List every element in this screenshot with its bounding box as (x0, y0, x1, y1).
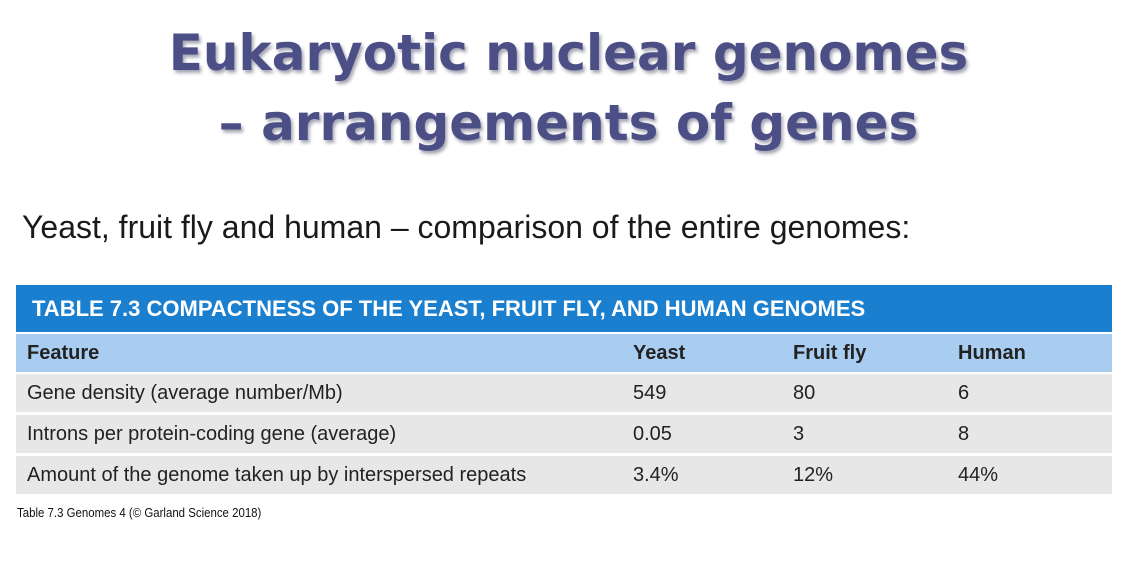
cell-fruit-fly: 3 (782, 415, 947, 456)
cell-human: 8 (947, 415, 1112, 456)
cell-fruit-fly: 12% (782, 456, 947, 494)
header-feature: Feature (16, 332, 622, 374)
slide-title: Eukaryotic nuclear genomes – arrangement… (0, 18, 1137, 158)
table-header-row: Feature Yeast Fruit fly Human (16, 332, 1112, 374)
cell-human: 44% (947, 456, 1112, 494)
slide-title-line-1: Eukaryotic nuclear genomes (168, 24, 969, 82)
slide-subtitle: Yeast, fruit fly and human – comparison … (22, 209, 911, 245)
cell-human: 6 (947, 374, 1112, 415)
table-row: Amount of the genome taken up by intersp… (16, 456, 1112, 494)
header-yeast: Yeast (622, 332, 782, 374)
cell-feature: Introns per protein-coding gene (average… (16, 415, 622, 456)
table-caption: TABLE 7.3 COMPACTNESS OF THE YEAST, FRUI… (16, 285, 1112, 332)
cell-feature: Amount of the genome taken up by intersp… (16, 456, 622, 494)
table-row: Gene density (average number/Mb) 549 80 … (16, 374, 1112, 415)
slide-title-line-2: – arrangements of genes (218, 94, 919, 152)
table-row: Introns per protein-coding gene (average… (16, 415, 1112, 456)
cell-yeast: 0.05 (622, 415, 782, 456)
data-table: Feature Yeast Fruit fly Human Gene densi… (16, 332, 1112, 494)
table-source-note: Table 7.3 Genomes 4 (© Garland Science 2… (17, 505, 262, 520)
cell-yeast: 549 (622, 374, 782, 415)
cell-yeast: 3.4% (622, 456, 782, 494)
header-human: Human (947, 332, 1112, 374)
genome-compactness-table: TABLE 7.3 COMPACTNESS OF THE YEAST, FRUI… (16, 285, 1112, 494)
header-fruit-fly: Fruit fly (782, 332, 947, 374)
cell-feature: Gene density (average number/Mb) (16, 374, 622, 415)
cell-fruit-fly: 80 (782, 374, 947, 415)
